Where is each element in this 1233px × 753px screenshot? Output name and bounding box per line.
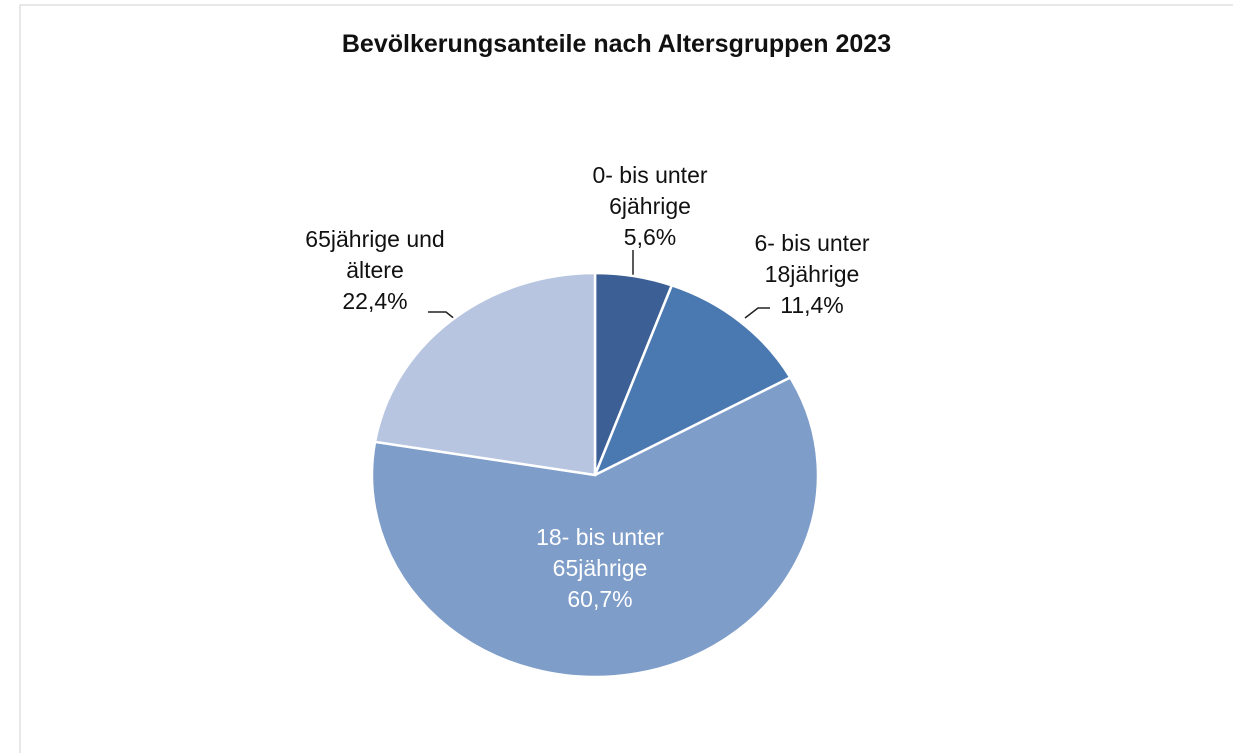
category-label: 65jährige und ältere [305, 226, 445, 283]
pie-slice [592, 283, 793, 478]
chart-title: Bevölkerungsanteile nach Altersgruppen 2… [341, 30, 892, 58]
slice-label: 6- bis unter 18jährige 11,4% [730, 228, 895, 321]
category-label: 18- bis unter 65jährige [536, 524, 664, 581]
leader-line [428, 311, 457, 321]
pie-slice [370, 375, 820, 679]
value-label: 5,6% [623, 224, 677, 250]
slice-label: 65jährige und ältere 22,4% [285, 224, 465, 317]
category-label: 0- bis unter 6jährige [592, 162, 708, 219]
frame [19, 4, 1233, 753]
leader-line [744, 307, 770, 319]
value-label: 11,4% [780, 292, 844, 318]
pie-slice [373, 271, 597, 477]
category-label: 6- bis unter 18jährige [754, 230, 870, 287]
value-label: 22,4% [342, 288, 408, 314]
value-label: 60,7% [567, 586, 633, 612]
slice-label: 0- bis unter 6jährige 5,6% [568, 160, 733, 253]
slice-label: 18- bis unter 65jährige 60,7% [513, 522, 688, 615]
